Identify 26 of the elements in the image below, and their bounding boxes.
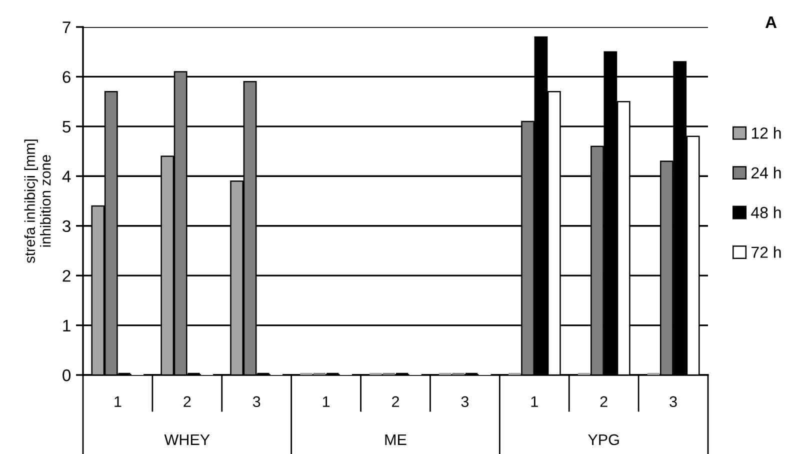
legend-label: 48 h xyxy=(751,206,781,218)
text: ME xyxy=(385,434,406,445)
y-tick-label: 5 xyxy=(62,121,70,133)
y-tick-label: 3 xyxy=(62,220,70,232)
legend-label: 12 h xyxy=(752,127,781,139)
text: WHEY xyxy=(164,434,210,445)
x-tick-label: 3 xyxy=(461,396,469,408)
x-tick-label: 2 xyxy=(600,396,608,407)
text: A xyxy=(765,16,777,28)
y-tick-label: 0 xyxy=(62,369,71,382)
x-tick-label: 3 xyxy=(670,396,677,408)
y-tick-label: 2 xyxy=(62,270,70,282)
x-tick-label: 1 xyxy=(114,396,122,407)
y-tick-label: 6 xyxy=(62,71,70,83)
x-tick-label: 2 xyxy=(184,396,191,407)
x-tick-label: 3 xyxy=(252,396,260,408)
x-tick-label: 2 xyxy=(392,396,399,407)
y-axis-title: strefa inhibicji [mm] inhibition zone xyxy=(24,140,51,263)
y-tick-label: 4 xyxy=(62,170,71,182)
y-tick-label: 7 xyxy=(62,22,70,34)
legend-label: 24 h xyxy=(752,166,781,178)
x-tick-label: 1 xyxy=(322,396,330,407)
legend-label: 72 h xyxy=(752,246,781,258)
x-tick-label: 1 xyxy=(531,396,538,407)
y-tick-label: 1 xyxy=(63,320,70,332)
text: YPG xyxy=(588,434,619,446)
